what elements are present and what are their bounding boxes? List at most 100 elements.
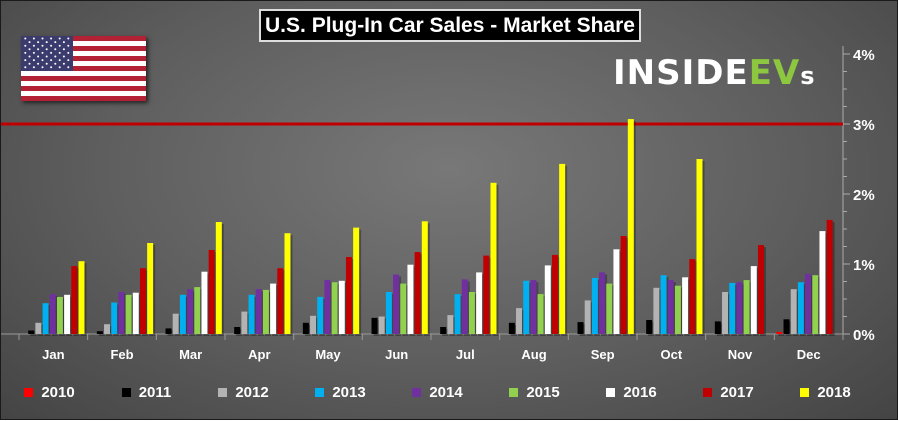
legend-swatch [703, 387, 713, 397]
y-tick-label: 1% [853, 257, 875, 274]
legend-item-2017: 2017 [680, 381, 777, 403]
bar-2017-Mar [208, 250, 215, 334]
bar-2013-Apr [248, 294, 255, 334]
bar-2018-Jun [421, 221, 428, 334]
bar-2013-Mar [179, 294, 186, 334]
bar-2012-Mar [172, 313, 179, 334]
bar-2017-Apr [277, 268, 284, 334]
x-tick-label: Jul [456, 347, 475, 362]
bar-shadow [98, 333, 105, 336]
bar-2014-Aug [530, 280, 537, 334]
bar-2018-Aug [559, 163, 566, 334]
bar-2018-Mar [215, 222, 222, 334]
bar-2012-May [310, 315, 317, 334]
legend: 2010 2011 2012 2013 2014 2015 2016 2017 2018 [1, 381, 898, 403]
legend-swatch [24, 387, 34, 397]
bar-2017-Sep [620, 236, 627, 334]
bar-2012-Apr [241, 311, 248, 334]
legend-item-2010: 2010 [1, 381, 98, 403]
legend-label: 2015 [526, 383, 560, 401]
legend-swatch [412, 387, 422, 397]
legend-item-2015: 2015 [486, 381, 583, 403]
bar-2015-Aug [537, 294, 544, 334]
bar-2010-Dec [776, 331, 783, 334]
x-tick-label: Mar [179, 347, 202, 362]
bar-2012-Sep [584, 300, 591, 334]
us-flag-icon [21, 36, 146, 101]
legend-label: 2011 [138, 383, 172, 401]
bar-2015-Sep [606, 283, 613, 334]
legend-swatch [800, 387, 810, 397]
bar-2016-Dec [819, 231, 826, 334]
logo-part: INSIDE [613, 53, 749, 93]
bar-2011-Jul [440, 327, 447, 334]
bar-2017-Nov [757, 245, 764, 334]
bar-2016-Feb [132, 292, 139, 334]
logo-part: s [800, 62, 816, 90]
x-tick-label: Apr [248, 347, 270, 362]
bar-2013-Jun [385, 292, 392, 334]
x-tick-label: May [315, 347, 341, 362]
bar-2017-May [345, 257, 352, 334]
bar-2012-Jun [378, 316, 385, 334]
legend-label: 2012 [235, 383, 269, 401]
bar-2012-Nov [722, 292, 729, 334]
bar-2016-Nov [750, 266, 757, 334]
legend-item-2013: 2013 [292, 381, 389, 403]
bar-2011-May [302, 322, 309, 334]
chart-title: U.S. Plug-In Car Sales - Market Share [259, 9, 641, 42]
bar-2016-Oct [682, 277, 689, 334]
bar-2014-Jan [49, 294, 56, 334]
bar-2015-May [331, 282, 338, 334]
logo-part: EV [748, 53, 801, 93]
bar-2012-Aug [516, 308, 523, 334]
bar-2014-Apr [255, 289, 262, 334]
bar-2018-May [353, 227, 360, 334]
bar-2016-Jul [476, 272, 483, 334]
legend-label: 2010 [41, 383, 75, 401]
bar-2017-Feb [139, 268, 146, 334]
x-tick-label: Dec [797, 347, 821, 362]
y-tick-label: 3% [853, 117, 875, 134]
y-tick-label: 4% [853, 47, 875, 64]
bar-2012-Feb [104, 324, 111, 334]
x-tick-label: Nov [728, 347, 753, 362]
bar-2015-Oct [674, 285, 681, 334]
bar-2013-Jul [454, 294, 461, 334]
legend-label: 2014 [429, 383, 463, 401]
bar-2014-Dec [805, 273, 812, 334]
bar-2014-Sep [599, 272, 606, 334]
bar-2011-Dec [783, 319, 790, 334]
bar-2016-Aug [544, 265, 551, 334]
bar-2014-Mar [187, 289, 194, 334]
bar-2011-Nov [714, 321, 721, 334]
legend-swatch [315, 387, 325, 397]
bar-2015-Jun [400, 283, 407, 334]
bar-2017-Dec [826, 219, 833, 334]
bar-2016-Apr [270, 283, 277, 334]
bar-2013-May [317, 296, 324, 334]
bar-2015-Jul [468, 292, 475, 334]
legend-swatch [509, 387, 519, 397]
bar-2012-Jan [35, 322, 42, 334]
bar-shadow [30, 332, 37, 336]
legend-item-2011: 2011 [98, 381, 195, 403]
x-tick-label: Feb [110, 347, 133, 362]
bar-2011-Sep [577, 322, 584, 334]
bar-2018-Sep [627, 119, 634, 334]
bar-2012-Oct [653, 287, 660, 334]
bar-2013-Jan [42, 303, 49, 334]
bar-2018-Jul [490, 182, 497, 334]
bar-2015-Apr [262, 289, 269, 334]
bar-2016-May [338, 280, 345, 334]
bar-2014-Feb [118, 292, 125, 334]
legend-swatch [606, 387, 616, 397]
bar-2013-Nov [729, 282, 736, 334]
bar-2014-Nov [736, 282, 743, 334]
bar-2017-Aug [551, 254, 558, 334]
bar-2011-Jun [371, 317, 378, 334]
bar-2015-Feb [125, 294, 132, 334]
bar-2017-Oct [689, 259, 696, 334]
